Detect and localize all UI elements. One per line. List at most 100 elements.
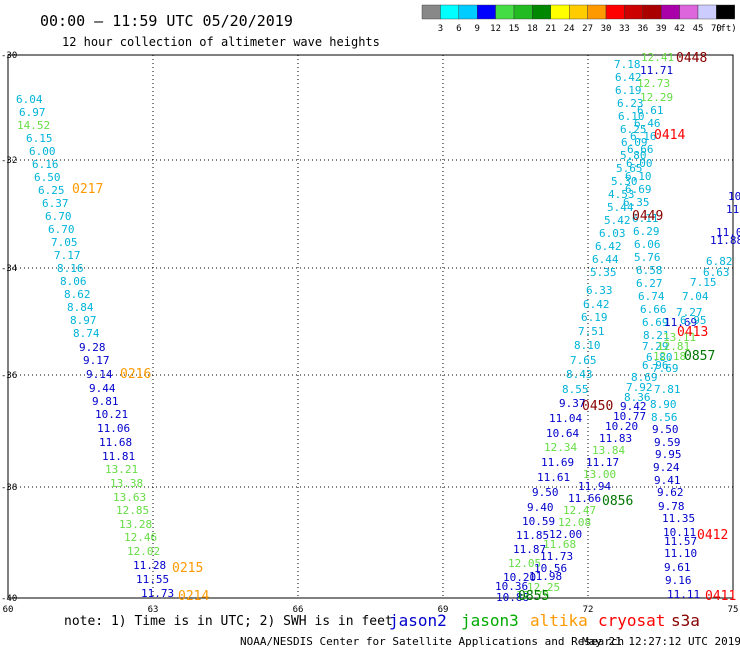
wave-height-value: 6.29 [633, 225, 660, 238]
color-scale-swatch [550, 4, 570, 20]
wave-height-value: 11.11 [667, 588, 700, 601]
wave-height-value: 10.56 [534, 562, 567, 575]
wave-height-value: 6.27 [636, 277, 663, 290]
color-scale-swatch [624, 4, 644, 20]
wave-height-value: 10.20 [605, 420, 638, 433]
wave-height-value: 6.09 [621, 136, 648, 149]
wave-height-value: 11.06 [97, 422, 130, 435]
color-scale-swatch [477, 4, 496, 20]
wave-height-value: 6.11 [632, 212, 659, 225]
wave-height-value: 8.56 [651, 411, 678, 424]
wave-height-value: 12.02 [127, 545, 160, 558]
color-scale-label: 21 [545, 24, 556, 34]
wave-height-value: 9.95 [655, 448, 682, 461]
wave-height-value: 12.25 [527, 581, 560, 594]
page-subtitle: 12 hour collection of altimeter wave hei… [62, 35, 380, 49]
satellite-legend-item: s3a [671, 611, 700, 630]
color-scale-swatch [679, 4, 699, 20]
wave-height-value: 5.44 [607, 201, 634, 214]
wave-height-value: 7.51 [578, 325, 605, 338]
wave-height-value: 13.00 [583, 468, 616, 481]
wave-height-value: 6.23 [617, 97, 644, 110]
wave-height-value: 11.61 [537, 471, 570, 484]
pass-time-label: 0855 [518, 589, 549, 604]
wave-height-value: 12.85 [116, 504, 149, 517]
wave-height-value: 7.02 [0, 0, 27, 3]
wave-height-value: 9.28 [79, 341, 106, 354]
wave-height-value: 10.59 [522, 515, 555, 528]
wave-height-value: 9.81 [92, 395, 119, 408]
graticule [8, 55, 733, 598]
color-scale-label: 6 [456, 24, 461, 34]
wave-height-value: 5.65 [616, 162, 643, 175]
wave-height-value: 6.19 [615, 84, 642, 97]
wave-height-value: 7.27 [676, 306, 703, 319]
wave-height-value: 13.21 [105, 463, 138, 476]
wave-height-value: 6.69 [625, 183, 652, 196]
wave-height-value: 6.74 [638, 290, 665, 303]
page-title: 00:00 – 11:59 UTC 05/20/2019 [40, 12, 293, 30]
wave-height-value: 11.69 [541, 456, 574, 469]
color-scale-unit: (ft) [715, 24, 737, 34]
wave-height-value: 8.36 [624, 391, 651, 404]
satellite-legend-item: altika [530, 611, 588, 630]
wave-height-value: 6.03 [599, 227, 626, 240]
wave-height-value: 6.42 [615, 71, 642, 84]
color-scale-label: 70 [711, 24, 722, 34]
color-scale-label: 3 [438, 24, 443, 34]
color-scale-swatch [458, 4, 478, 20]
wave-height-value: 11.35 [662, 512, 695, 525]
color-scale-swatch [716, 4, 736, 20]
wave-height-value: 8.90 [650, 398, 677, 411]
longitude-label: 60 [3, 605, 14, 615]
color-scale-label: 36 [637, 24, 648, 34]
wave-height-value: 6.33 [0, 0, 27, 3]
wave-height-value: 9.78 [658, 500, 685, 513]
wave-height-value: 6.46 [634, 117, 661, 130]
wave-height-value: 9.44 [89, 382, 116, 395]
wave-height-value: 7.05 [51, 236, 78, 249]
wave-height-value: 6.80 [646, 351, 673, 364]
wave-height-value: 11.68 [543, 538, 576, 551]
wave-height-value: 12.47 [563, 504, 596, 517]
wave-height-value: 6.10 [625, 170, 652, 183]
wave-height-value: 6.42 [583, 298, 610, 311]
wave-height-value: 11.10 [664, 547, 697, 560]
note-text: note: 1) Time is in UTC; 2) SWH is in fe… [64, 614, 393, 629]
color-scale-label: 9 [474, 24, 479, 34]
wave-height-value: 10.36 [495, 580, 528, 593]
wave-height-value: 13.63 [113, 491, 146, 504]
wave-height-value: 4.53 [608, 188, 635, 201]
wave-height-value: 8.69 [631, 371, 658, 384]
longitude-label: 72 [583, 605, 594, 615]
color-scale-label: 42 [674, 24, 685, 34]
color-scale-swatch [421, 4, 441, 20]
wave-height-value: 10.64 [546, 427, 579, 440]
latitude-label: -32 [1, 156, 17, 166]
wave-height-value: 12.81 [657, 340, 690, 353]
wave-height-value: 9.59 [654, 436, 681, 449]
wave-height-value: 8.97 [70, 314, 97, 327]
wave-height-value: 7.69 [652, 362, 679, 375]
wave-height-value: 7.65 [570, 354, 597, 367]
satellite-legend-item: cryosat [598, 611, 665, 630]
color-scale-swatch [642, 4, 662, 20]
pass-time-label: 0412 [697, 528, 728, 543]
pass-time-label: 0217 [72, 182, 103, 197]
wave-height-value: 11.88 [710, 234, 740, 247]
color-scale-label: 18 [527, 24, 538, 34]
wave-height-value: 8.43 [566, 368, 593, 381]
pass-time-label: 0857 [684, 349, 715, 364]
wave-height-value: 6.19 [581, 311, 608, 324]
wave-height-value: 5.42 [604, 214, 631, 227]
wave-height-value: 9.41 [654, 474, 681, 487]
wave-height-value: 9.17 [83, 354, 110, 367]
wave-height-value: 6.58 [636, 264, 663, 277]
wave-height-value: 12.34 [544, 441, 577, 454]
wave-height-value: 11.69 [664, 316, 697, 329]
map-frame: 60 63 66 69 72 75 -30 -32 -34 -36 -38 -40 [1, 51, 738, 615]
wave-height-value: 12.79 [516, 589, 549, 602]
longitude-label: 63 [148, 605, 159, 615]
wave-height-value: 7.29 [642, 340, 669, 353]
